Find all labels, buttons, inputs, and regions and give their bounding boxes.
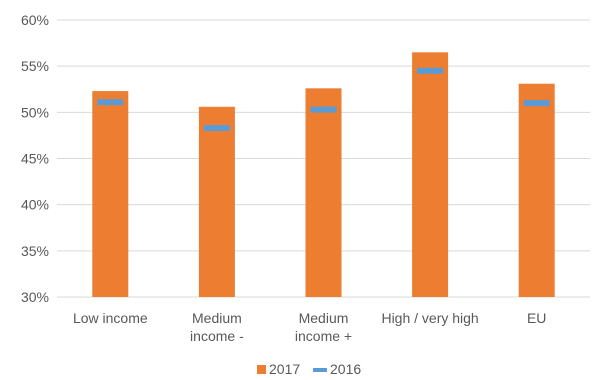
legend-swatch-2016 — [313, 368, 327, 372]
x-tick-label: Medium income + — [295, 310, 352, 344]
marker-2016 — [97, 99, 124, 106]
x-tick-label: High / very high — [381, 310, 478, 326]
x-axis: Low income Medium income - Medium income + Hi… — [73, 310, 546, 344]
y-tick-label: 35% — [21, 243, 49, 259]
marker-2016 — [203, 125, 230, 132]
bar-2017 — [92, 91, 129, 297]
x-tick-label: Low income — [73, 310, 148, 326]
y-tick-label: 45% — [21, 151, 49, 167]
x-tick-label: Medium income - — [190, 310, 244, 344]
x-tick-label: EU — [527, 310, 546, 326]
y-tick-label: 50% — [21, 104, 49, 120]
bar-2017 — [412, 52, 449, 297]
markers-2016 — [97, 67, 550, 132]
bar-2017 — [198, 106, 235, 297]
marker-2016 — [417, 67, 444, 74]
bars-2017 — [92, 52, 555, 298]
legend-label-2016: 2016 — [330, 361, 361, 377]
legend-swatch-2017 — [257, 365, 266, 374]
y-tick-label: 40% — [21, 197, 49, 213]
bar-2017 — [518, 83, 555, 298]
y-axis: 30% 35% 40% 45% 50% 55% 60% — [21, 12, 49, 305]
y-tick-label: 30% — [21, 289, 49, 305]
marker-2016 — [523, 100, 550, 107]
bar-2017 — [305, 88, 342, 298]
marker-2016 — [310, 106, 337, 113]
legend: 2017 2016 — [257, 361, 361, 377]
legend-label-2017: 2017 — [269, 361, 300, 377]
y-tick-label: 60% — [21, 12, 49, 28]
y-tick-label: 55% — [21, 58, 49, 74]
